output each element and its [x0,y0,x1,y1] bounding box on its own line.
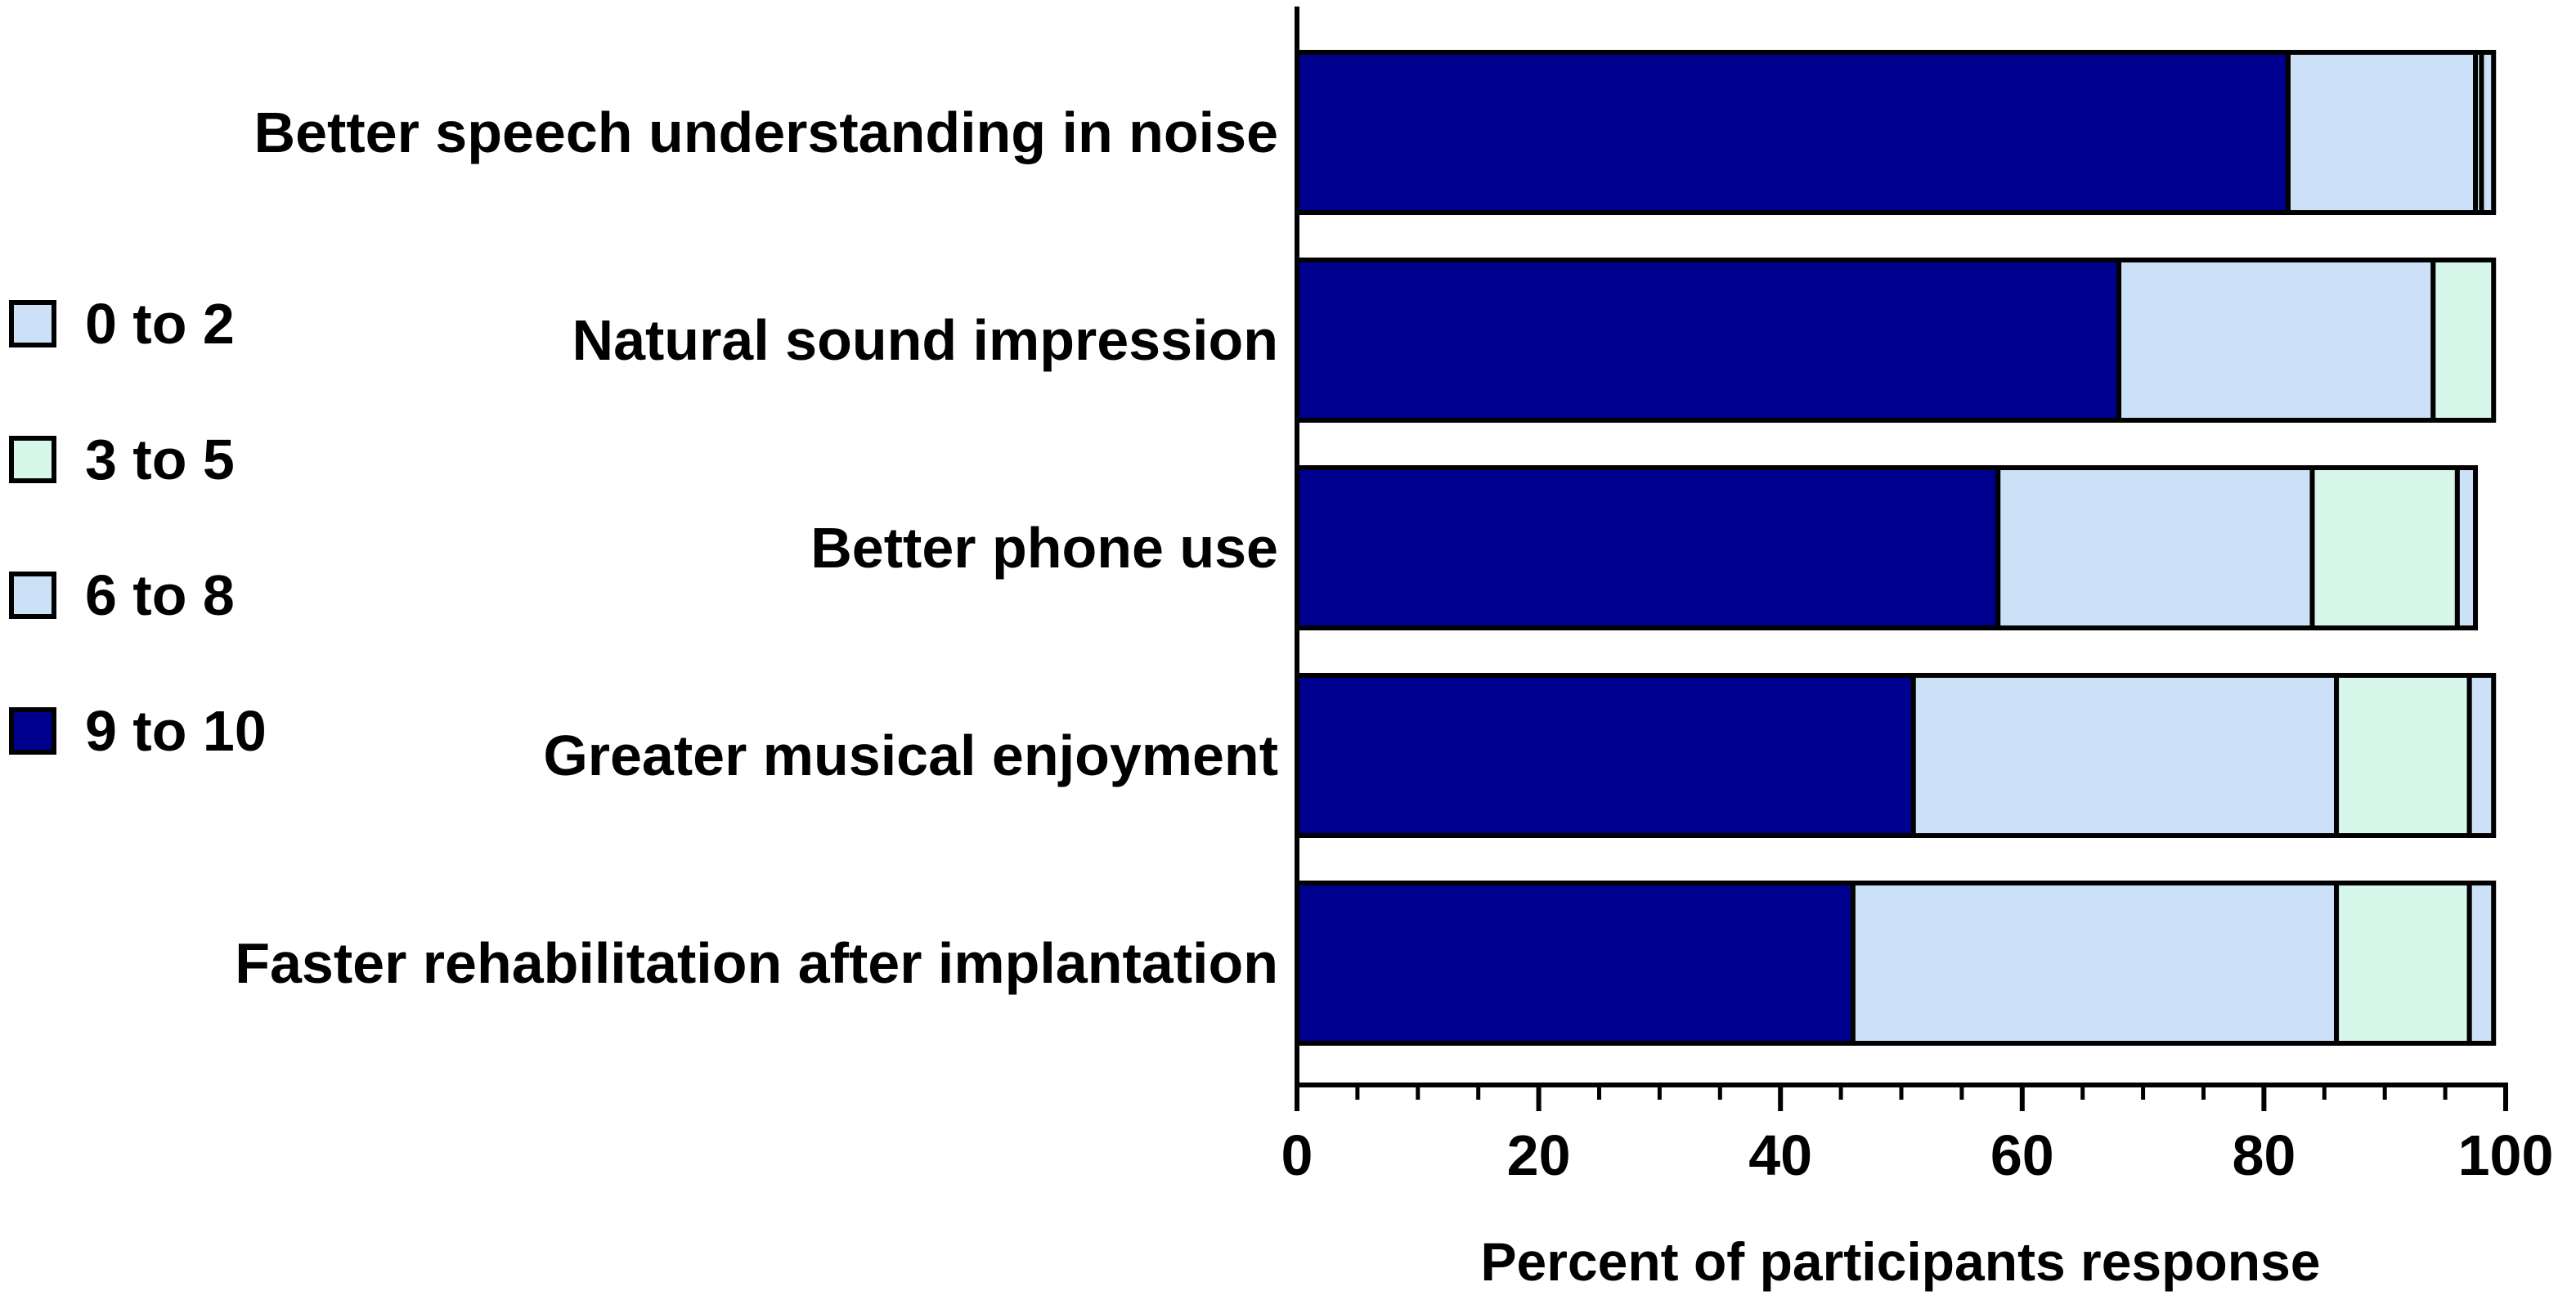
bar-segment [1295,465,2001,630]
bar-segment [1995,465,2315,630]
category-label: Better speech understanding in noise [254,101,1278,164]
bar-segment [1910,673,2340,838]
x-tick-label: 0 [1281,1123,1313,1187]
bar-segment [1295,673,1916,838]
bar-segment [2466,881,2497,1046]
bars-layer [1295,50,2497,1046]
legend-swatch [9,436,56,483]
bar-segment [2334,881,2472,1046]
x-axis-title: Percent of participants response [1481,1231,2321,1292]
x-tick-label: 60 [1990,1123,2054,1187]
category-labels: Better speech understanding in noise Natu… [235,101,1278,995]
legend-label: 6 to 8 [85,563,235,627]
x-tick-label: 40 [1748,1123,1812,1187]
category-label: Faster rehabilitation after implantation [235,931,1278,995]
bar-segment [2466,673,2497,838]
x-axis: 0 20 40 60 80 100 [1281,7,2554,1187]
bar-segment [1295,258,2122,423]
bar-segment [1295,50,2291,215]
bar-segment [2116,258,2436,423]
legend-label: 3 to 5 [85,428,235,491]
x-tick-label: 80 [2232,1123,2296,1187]
bar-segment [2285,50,2479,215]
bar-segment [1295,881,1856,1046]
legend-swatch [9,572,56,619]
bar-segment [2454,465,2479,630]
x-tick-label: 100 [2458,1123,2554,1187]
bar-segment [2309,465,2460,630]
legend-label: 0 to 2 [85,292,235,356]
legend-swatch [9,300,56,347]
category-label: Greater musical enjoyment [543,724,1278,787]
bar-segment [2334,673,2472,838]
legend-label: 9 to 10 [85,699,267,763]
category-label: Better phone use [810,516,1278,580]
bar-segment [2430,258,2497,423]
x-tick-label: 20 [1507,1123,1571,1187]
bar-segment [1850,881,2340,1046]
category-label: Natural sound impression [572,308,1278,372]
bar-segment [2479,50,2497,215]
legend: 0 to 2 3 to 5 6 to 8 9 to 10 [9,292,267,763]
legend-swatch [9,707,56,755]
